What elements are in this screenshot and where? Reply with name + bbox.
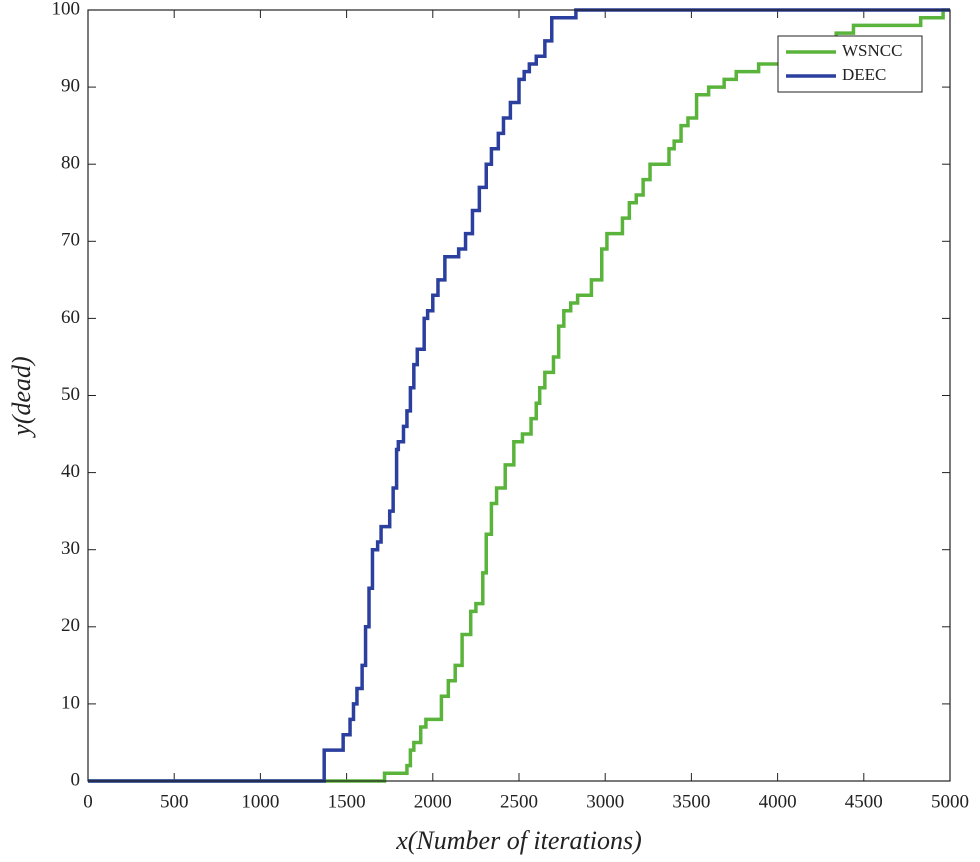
x-tick-label: 5000 bbox=[931, 791, 969, 812]
x-tick-label: 1500 bbox=[328, 791, 366, 812]
x-tick-label: 2000 bbox=[414, 791, 452, 812]
x-tick-label: 4000 bbox=[759, 791, 797, 812]
y-tick-label: 80 bbox=[61, 153, 80, 174]
x-tick-label: 1000 bbox=[241, 791, 279, 812]
y-tick-label: 40 bbox=[61, 461, 80, 482]
y-tick-label: 0 bbox=[71, 769, 81, 790]
y-tick-label: 100 bbox=[52, 0, 81, 19]
y-tick-label: 70 bbox=[61, 230, 80, 251]
y-tick-label: 90 bbox=[61, 75, 80, 96]
legend-label: WSNCC bbox=[842, 41, 902, 60]
y-axis-title: y(dead) bbox=[7, 356, 36, 438]
y-tick-label: 10 bbox=[61, 692, 80, 713]
legend-label: DEEC bbox=[842, 65, 886, 84]
x-tick-label: 2500 bbox=[500, 791, 538, 812]
series-line bbox=[88, 8, 950, 783]
y-tick-label: 30 bbox=[61, 538, 80, 559]
legend-box bbox=[777, 35, 923, 93]
x-tick-label: 3500 bbox=[672, 791, 710, 812]
x-tick-label: 500 bbox=[160, 791, 189, 812]
y-tick-label: 50 bbox=[61, 384, 80, 405]
x-tick-label: 0 bbox=[83, 791, 93, 812]
plot-frame bbox=[87, 9, 951, 782]
series-line bbox=[88, 8, 950, 783]
legend: WSNCC DEEC bbox=[777, 35, 923, 93]
y-tick-label: 60 bbox=[61, 307, 80, 328]
y-tick-label: 20 bbox=[61, 615, 80, 636]
x-tick-label: 4500 bbox=[845, 791, 883, 812]
x-tick-label: 3000 bbox=[586, 791, 624, 812]
x-axis-title: x(Number of iterations) bbox=[395, 826, 642, 855]
